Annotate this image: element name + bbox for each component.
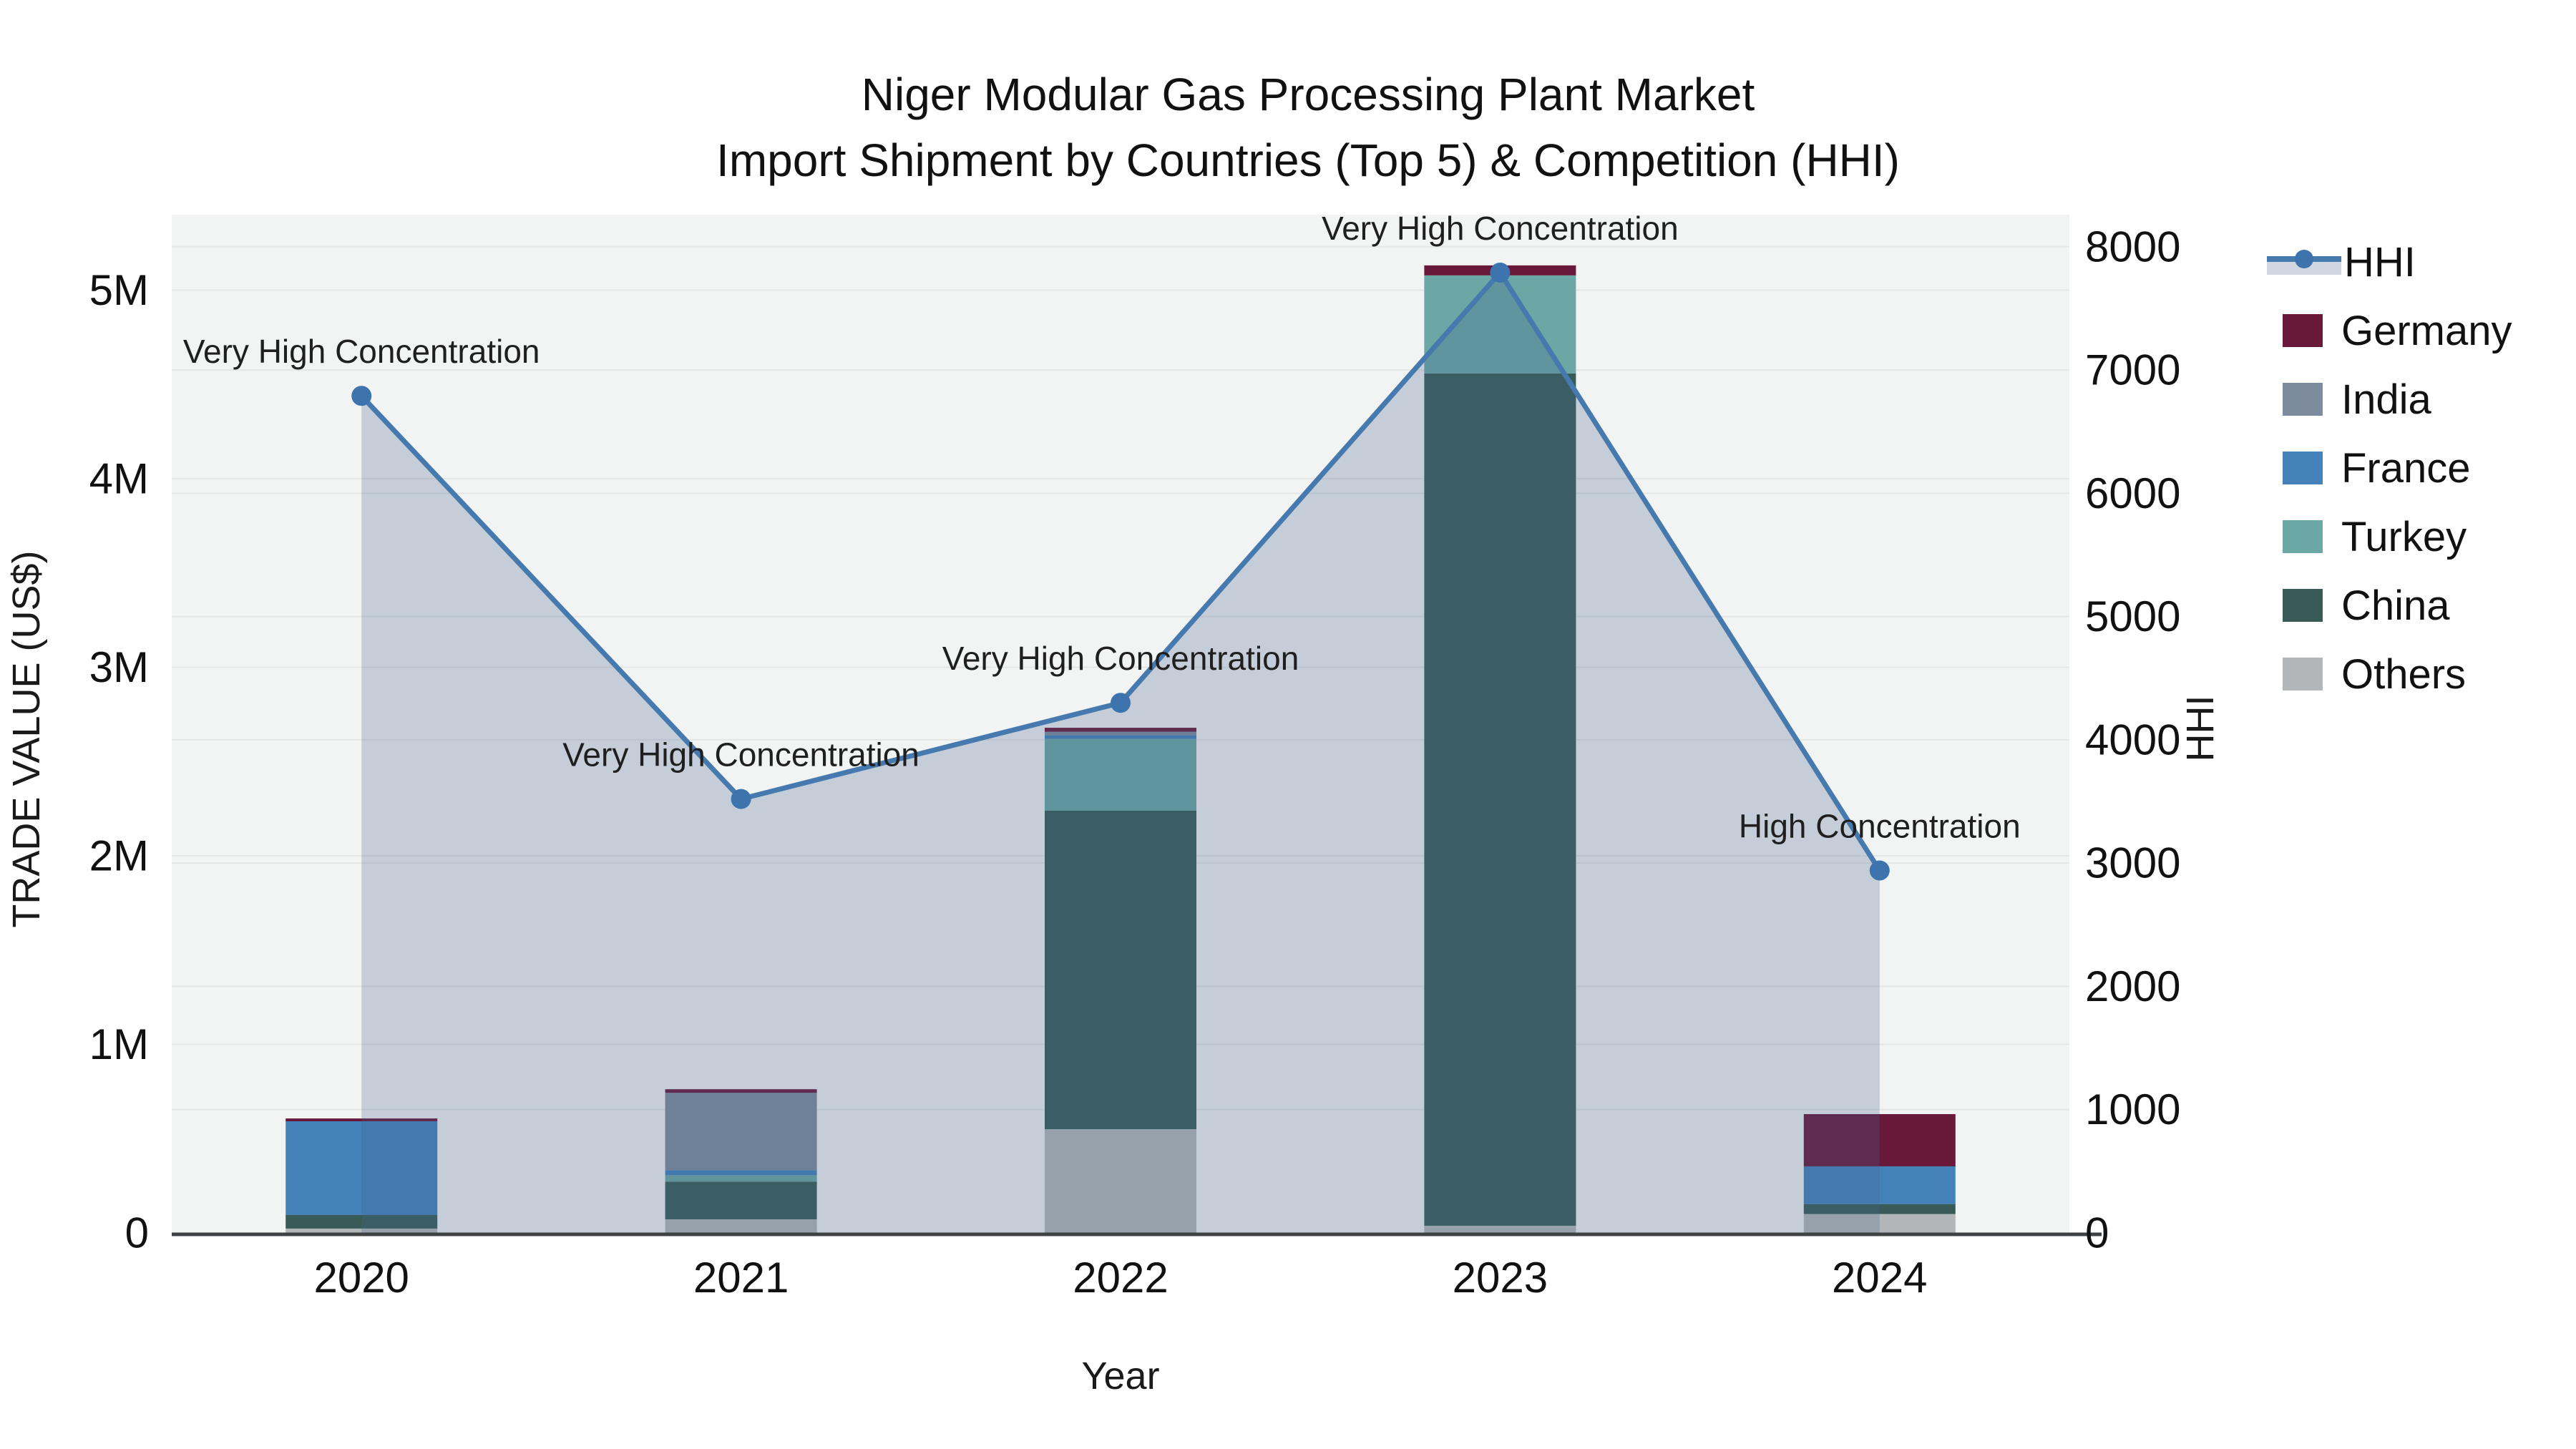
bar-segment-france-2024 — [1803, 1166, 1956, 1204]
bar-segment-turkey-2023 — [1424, 275, 1576, 374]
hhi-point-2020 — [351, 386, 372, 406]
legend-label-france: France — [2341, 444, 2471, 492]
legend-item-germany[interactable]: Germany — [2267, 296, 2575, 365]
turkey-swatch — [2283, 520, 2323, 553]
bar-segment-france-2022 — [1045, 735, 1196, 739]
others-swatch — [2283, 658, 2323, 691]
y-axis-right-title: HHI — [2179, 695, 2222, 762]
bar-segment-china-2022 — [1045, 810, 1196, 1130]
bar-segment-china-2024 — [1803, 1204, 1956, 1214]
chart-title-line-2: Import Shipment by Countries (Top 5) & C… — [716, 135, 1900, 186]
y-right-tick-7000: 7000 — [2085, 346, 2180, 394]
legend-item-hhi[interactable]: HHI — [2267, 228, 2575, 296]
legend-item-france[interactable]: France — [2267, 434, 2575, 502]
chart-title: Niger Modular Gas Processing Plant Marke… — [20, 62, 2576, 193]
legend: HHI Germany India France Turkey China Others — [2267, 228, 2575, 708]
x-tick-label-2024: 2024 — [1832, 1254, 1927, 1302]
bar-segment-others-2020 — [286, 1228, 438, 1233]
bar-segment-germany-2020 — [286, 1118, 438, 1121]
annotation-2024: High Concentration — [1739, 808, 2021, 845]
y-right-tick-3000: 3000 — [2085, 839, 2180, 887]
bar-segment-turkey-2022 — [1045, 738, 1196, 811]
hhi-point-2022 — [1111, 693, 1131, 713]
bar-segment-india-2022 — [1045, 731, 1196, 736]
x-tick-label-2022: 2022 — [1073, 1254, 1168, 1302]
annotation-2022: Very High Concentration — [942, 640, 1299, 677]
y-right-tick-6000: 6000 — [2085, 469, 2180, 517]
bar-segment-china-2020 — [286, 1214, 438, 1229]
y-right-tick-8000: 8000 — [2085, 223, 2180, 270]
x-axis-title: Year — [1081, 1355, 1160, 1397]
legend-item-india[interactable]: India — [2267, 365, 2575, 434]
bar-segment-others-2023 — [1424, 1225, 1576, 1233]
legend-item-others[interactable]: Others — [2267, 640, 2575, 708]
chart-title-line-1: Niger Modular Gas Processing Plant Marke… — [861, 69, 1755, 120]
bar-segment-china-2021 — [665, 1181, 817, 1220]
bar-segment-france-2020 — [286, 1121, 438, 1215]
bar-segment-others-2024 — [1803, 1214, 1956, 1233]
x-tick-label-2020: 2020 — [313, 1254, 409, 1302]
annotation-2023: Very High Concentration — [1322, 210, 1679, 247]
bar-segment-germany-2024 — [1803, 1113, 1956, 1166]
bar-segment-germany-2022 — [1045, 728, 1196, 732]
y-right-tick-4000: 4000 — [2085, 716, 2180, 763]
hhi-point-2024 — [1869, 860, 1890, 881]
legend-label-china: China — [2341, 582, 2450, 629]
legend-label-india: India — [2341, 376, 2431, 423]
legend-label-turkey: Turkey — [2341, 513, 2467, 560]
y-left-tick-5M: 5M — [89, 266, 149, 314]
china-swatch — [2283, 589, 2323, 622]
y-left-tick-4M: 4M — [89, 454, 149, 502]
bar-segment-turkey-2021 — [665, 1175, 817, 1182]
annotation-2020: Very High Concentration — [183, 333, 540, 370]
annotation-2021: Very High Concentration — [562, 736, 919, 774]
bar-segment-france-2021 — [665, 1170, 817, 1176]
x-tick-label-2021: 2021 — [693, 1254, 789, 1302]
legend-item-turkey[interactable]: Turkey — [2267, 502, 2575, 571]
france-swatch — [2283, 452, 2323, 484]
y-right-tick-2000: 2000 — [2085, 962, 2180, 1010]
y-left-tick-2M: 2M — [89, 831, 149, 879]
x-tick-label-2023: 2023 — [1453, 1254, 1548, 1302]
y-right-tick-1000: 1000 — [2085, 1085, 2180, 1133]
legend-label-germany: Germany — [2341, 307, 2512, 354]
hhi-area-fill — [361, 272, 1880, 1233]
y-left-tick-3M: 3M — [89, 643, 149, 691]
y-right-tick-0: 0 — [2085, 1209, 2109, 1257]
bar-segment-india-2021 — [665, 1093, 817, 1171]
bar-segment-others-2022 — [1045, 1129, 1196, 1233]
y-left-tick-0: 0 — [125, 1209, 149, 1257]
bar-segment-germany-2021 — [665, 1089, 817, 1093]
legend-item-china[interactable]: China — [2267, 571, 2575, 640]
bar-segment-china-2023 — [1424, 373, 1576, 1226]
germany-swatch — [2283, 314, 2323, 347]
hhi-point-2023 — [1490, 262, 1511, 283]
hhi-point-2021 — [731, 789, 751, 809]
y-right-tick-5000: 5000 — [2085, 592, 2180, 640]
india-swatch — [2283, 383, 2323, 416]
bar-segment-others-2021 — [665, 1219, 817, 1233]
legend-label-others: Others — [2341, 650, 2467, 698]
y-left-tick-1M: 1M — [89, 1020, 149, 1068]
y-axis-left-title: TRADE VALUE (US$) — [5, 550, 48, 928]
hhi-line-symbol — [2267, 250, 2341, 275]
legend-label-hhi: HHI — [2344, 238, 2416, 286]
